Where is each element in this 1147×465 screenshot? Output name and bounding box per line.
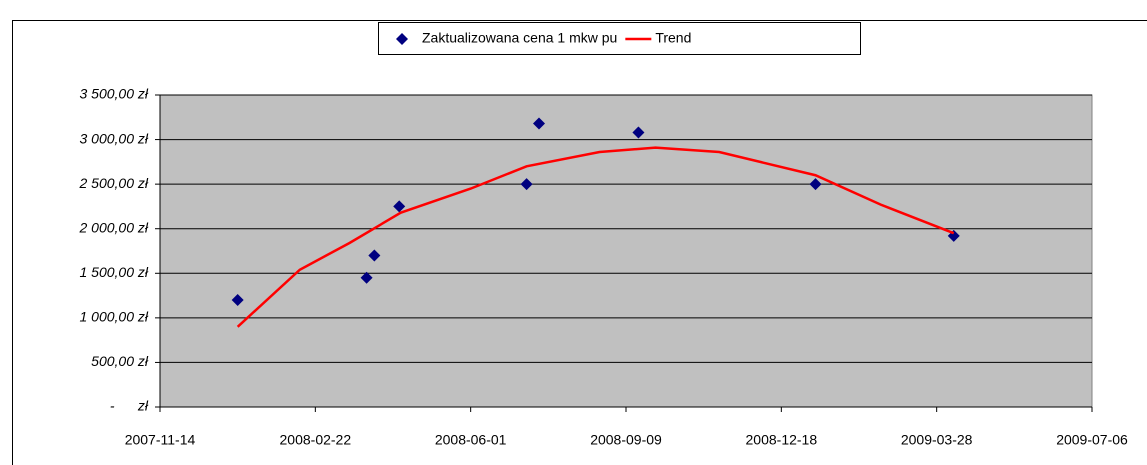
- data-point: [809, 178, 822, 191]
- x-tick-label: 2008-09-09: [590, 432, 662, 448]
- x-tick-label: 2007-11-14: [125, 432, 196, 448]
- y-tick-label: 1 000,00 zł: [80, 309, 149, 325]
- legend-label: Trend: [655, 30, 691, 46]
- y-tick-label: 3 500,00 zł: [80, 86, 149, 102]
- y-tick-label: - zł: [110, 398, 149, 414]
- x-tick-label: 2008-02-22: [280, 432, 352, 448]
- data-point: [360, 271, 373, 284]
- x-tick-label: 2009-03-28: [901, 432, 973, 448]
- y-tick-label: 2 500,00 zł: [79, 175, 149, 191]
- trend-line: [236, 146, 955, 328]
- y-tick-label: 1 500,00 zł: [80, 264, 149, 280]
- legend-label: Zaktualizowana cena 1 mkw pu: [422, 30, 617, 46]
- plot-area: [159, 94, 1093, 408]
- legend-marker: [396, 33, 408, 45]
- data-point: [632, 126, 645, 139]
- data-point: [520, 178, 533, 191]
- x-tick-label: 2008-12-18: [746, 432, 818, 448]
- x-tick-label: 2008-06-01: [435, 432, 507, 448]
- data-point: [231, 294, 244, 307]
- legend-box: [378, 22, 861, 55]
- data-point: [393, 200, 406, 213]
- data-point: [368, 249, 381, 262]
- y-tick-label: 500,00 zł: [91, 353, 149, 369]
- y-tick-label: 3 000,00 zł: [80, 130, 149, 146]
- y-tick-label: 2 000,00 zł: [79, 219, 149, 235]
- x-tick-label: 2009-07-06: [1056, 432, 1128, 448]
- data-point: [533, 117, 546, 130]
